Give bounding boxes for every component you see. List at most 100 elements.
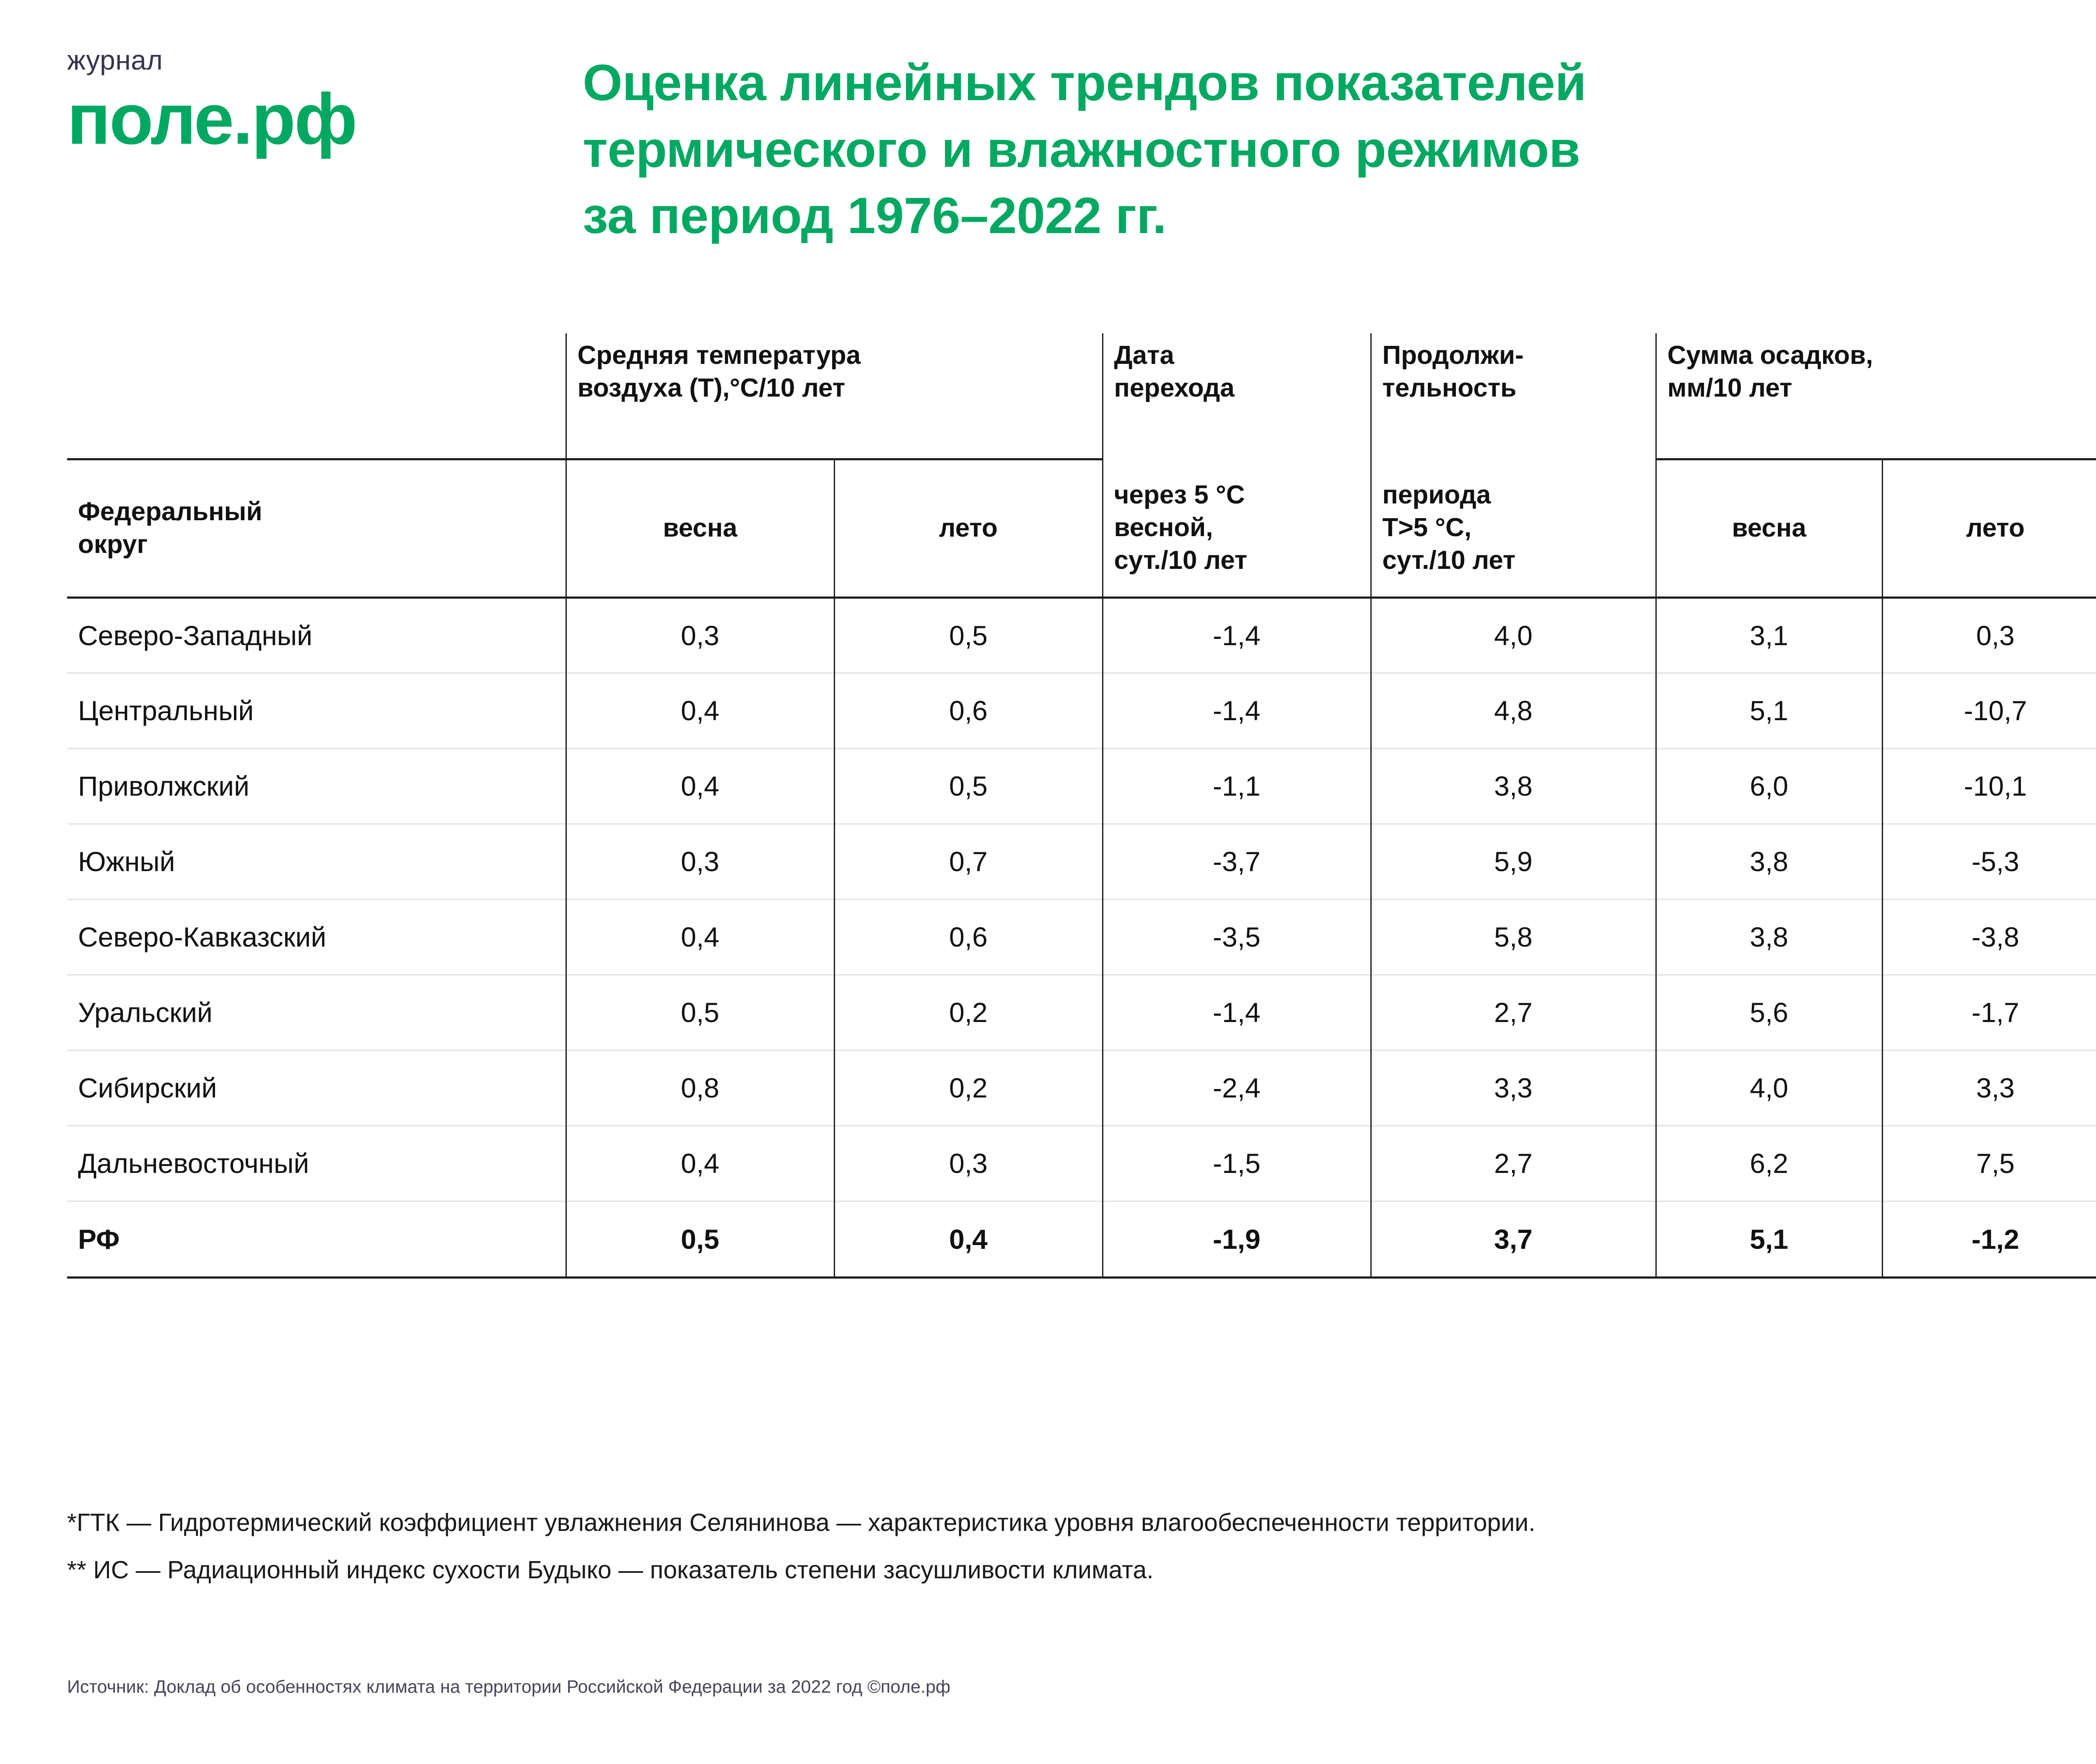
footnotes: *ГТК — Гидротермический коэффициент увла… (67, 1509, 2096, 1604)
header-duration-l1: Продолжи- (1382, 341, 1524, 370)
cell-temp-summer: 0,6 (833, 898, 1102, 975)
cell-prec-spring: 6,2 (1655, 1125, 1882, 1201)
header-region-l1: Федеральный (78, 497, 262, 526)
header-temp-spring: весна (565, 458, 834, 597)
header-transition-l3: через 5 °C (1114, 480, 1245, 509)
cell-district-name: Северо-Кавказский (67, 898, 566, 975)
cell-transition: -1,5 (1102, 1125, 1371, 1201)
table-body: Северо-Западный0,30,5-1,44,03,10,3-0,030… (67, 596, 2096, 1276)
table-row: Дальневосточный0,40,3-1,52,76,27,50,020,… (67, 1125, 2096, 1201)
table-sub-header-row: Федеральный округ весна лето через 5 °C … (67, 458, 2096, 597)
cell-district-name: Приволжский (67, 747, 566, 824)
cell-temp-spring: 0,8 (565, 1049, 834, 1126)
table-group-header-row: Средняя температура воздуха (T),°C/10 ле… (67, 333, 2096, 459)
cell-prec-summer: -1,2 (1881, 1200, 2096, 1276)
header-group-temperature-l2: воздуха (T),°C/10 лет (577, 374, 846, 403)
page-title: Оценка линейных трендов показателей терм… (583, 49, 2096, 249)
header-transition-l4: весной, (1114, 513, 1213, 542)
cell-temp-spring: 0,4 (565, 747, 834, 824)
brand-kicker: журнал (67, 44, 163, 75)
table-row: Северо-Кавказский0,40,6-3,55,83,8-3,8-0,… (67, 898, 2096, 975)
cell-prec-summer: -10,7 (1881, 672, 2096, 748)
cell-duration: 4,8 (1370, 672, 1656, 748)
cell-temp-spring: 0,3 (565, 596, 834, 673)
cell-temp-summer: 0,3 (833, 1125, 1102, 1201)
header-prec-summer: лето (1881, 458, 2096, 597)
cell-transition: -3,5 (1102, 898, 1371, 975)
trends-table-wrapper: Средняя температура воздуха (T),°C/10 ле… (67, 333, 2096, 1276)
header-band: журнал поле.рф Оценка линейных трендов п… (0, 0, 2096, 293)
cell-prec-summer: -10,1 (1881, 747, 2096, 824)
brand-name: поле.рф (67, 79, 358, 159)
header-duration-l4: T>5 °C, (1382, 513, 1472, 542)
header-transition-top: Дата перехода (1102, 333, 1371, 459)
header-temp-summer: лето (833, 458, 1102, 597)
cell-district-name: Центральный (67, 672, 566, 748)
cell-district-name: Сибирский (67, 1049, 566, 1126)
header-transition-l2: перехода (1114, 374, 1235, 403)
page-title-line-3: за период 1976–2022 гг. (583, 187, 1167, 244)
header-duration-top: Продолжи- тельность (1370, 333, 1656, 459)
cell-temp-spring: 0,5 (565, 974, 834, 1050)
table-head: Средняя температура воздуха (T),°C/10 ле… (67, 333, 2096, 597)
cell-duration: 5,9 (1370, 823, 1656, 899)
cell-temp-summer: 0,5 (833, 596, 1102, 673)
header-group-precipitation-l2: мм/10 лет (1667, 374, 1792, 403)
header-prec-spring: весна (1655, 458, 1882, 597)
header-duration-l3: периода (1382, 480, 1491, 509)
cell-prec-summer: -5,3 (1881, 823, 2096, 899)
cell-transition: -2,4 (1102, 1049, 1371, 1126)
cell-prec-summer: -1,7 (1881, 974, 2096, 1050)
header-transition-l1: Дата (1114, 341, 1175, 370)
header-region-l2: округ (78, 530, 148, 559)
cell-prec-spring: 3,8 (1655, 823, 1882, 899)
cell-district-name: Северо-Западный (67, 596, 566, 673)
cell-prec-spring: 3,1 (1655, 596, 1882, 673)
cell-duration: 2,7 (1370, 1125, 1656, 1201)
cell-prec-spring: 5,1 (1655, 672, 1882, 748)
cell-temp-spring: 0,5 (565, 1200, 834, 1276)
table-bottom-rule (67, 1276, 2096, 1279)
header-group-precipitation-l1: Сумма осадков, (1667, 341, 1873, 370)
cell-temp-summer: 0,7 (833, 823, 1102, 899)
cell-prec-spring: 5,1 (1655, 1200, 1882, 1276)
cell-district-name: РФ (67, 1200, 566, 1276)
cell-transition: -1,1 (1102, 747, 1371, 824)
cell-district-name: Южный (67, 823, 566, 899)
cell-prec-summer: 7,5 (1881, 1125, 2096, 1201)
cell-duration: 5,8 (1370, 898, 1656, 975)
cell-prec-spring: 3,8 (1655, 898, 1882, 975)
cell-temp-spring: 0,4 (565, 898, 834, 975)
cell-transition: -1,9 (1102, 1200, 1371, 1276)
header-group-temperature-l1: Средняя температура (577, 341, 861, 370)
cell-temp-summer: 0,6 (833, 672, 1102, 748)
header-transition-l5: сут./10 лет (1114, 545, 1248, 575)
cell-temp-summer: 0,4 (833, 1200, 1102, 1276)
header-transition-bottom: через 5 °C весной, сут./10 лет (1102, 459, 1371, 597)
header-duration-l2: тельность (1382, 374, 1517, 403)
cell-prec-summer: -3,8 (1881, 898, 2096, 975)
header-region-spacer (67, 333, 566, 459)
header-duration-l5: сут./10 лет (1382, 545, 1516, 575)
cell-temp-spring: 0,3 (565, 823, 834, 899)
cell-prec-spring: 4,0 (1655, 1049, 1882, 1126)
cell-transition: -1,4 (1102, 974, 1371, 1050)
trends-table: Средняя температура воздуха (T),°C/10 ле… (67, 333, 2096, 1276)
cell-district-name: Уральский (67, 974, 566, 1050)
cell-prec-summer: 0,3 (1881, 596, 2096, 673)
cell-transition: -1,4 (1102, 672, 1371, 748)
footnote-gtk: *ГТК — Гидротермический коэффициент увла… (67, 1509, 1536, 1536)
cell-temp-spring: 0,4 (565, 1125, 834, 1201)
footnote-is: ** ИС — Радиационный индекс сухости Буды… (67, 1556, 1154, 1584)
header-group-precipitation: Сумма осадков, мм/10 лет (1655, 333, 2096, 459)
header-duration-bottom: периода T>5 °C, сут./10 лет (1370, 459, 1656, 597)
cell-duration: 3,7 (1370, 1200, 1656, 1276)
page-title-line-2: термического и влажностного режимов (583, 120, 1580, 178)
cell-prec-summer: 3,3 (1881, 1049, 2096, 1126)
cell-temp-summer: 0,2 (833, 974, 1102, 1050)
table-row: РФ0,50,4-1,93,75,1-1,2-0,030,02 (67, 1200, 2096, 1276)
